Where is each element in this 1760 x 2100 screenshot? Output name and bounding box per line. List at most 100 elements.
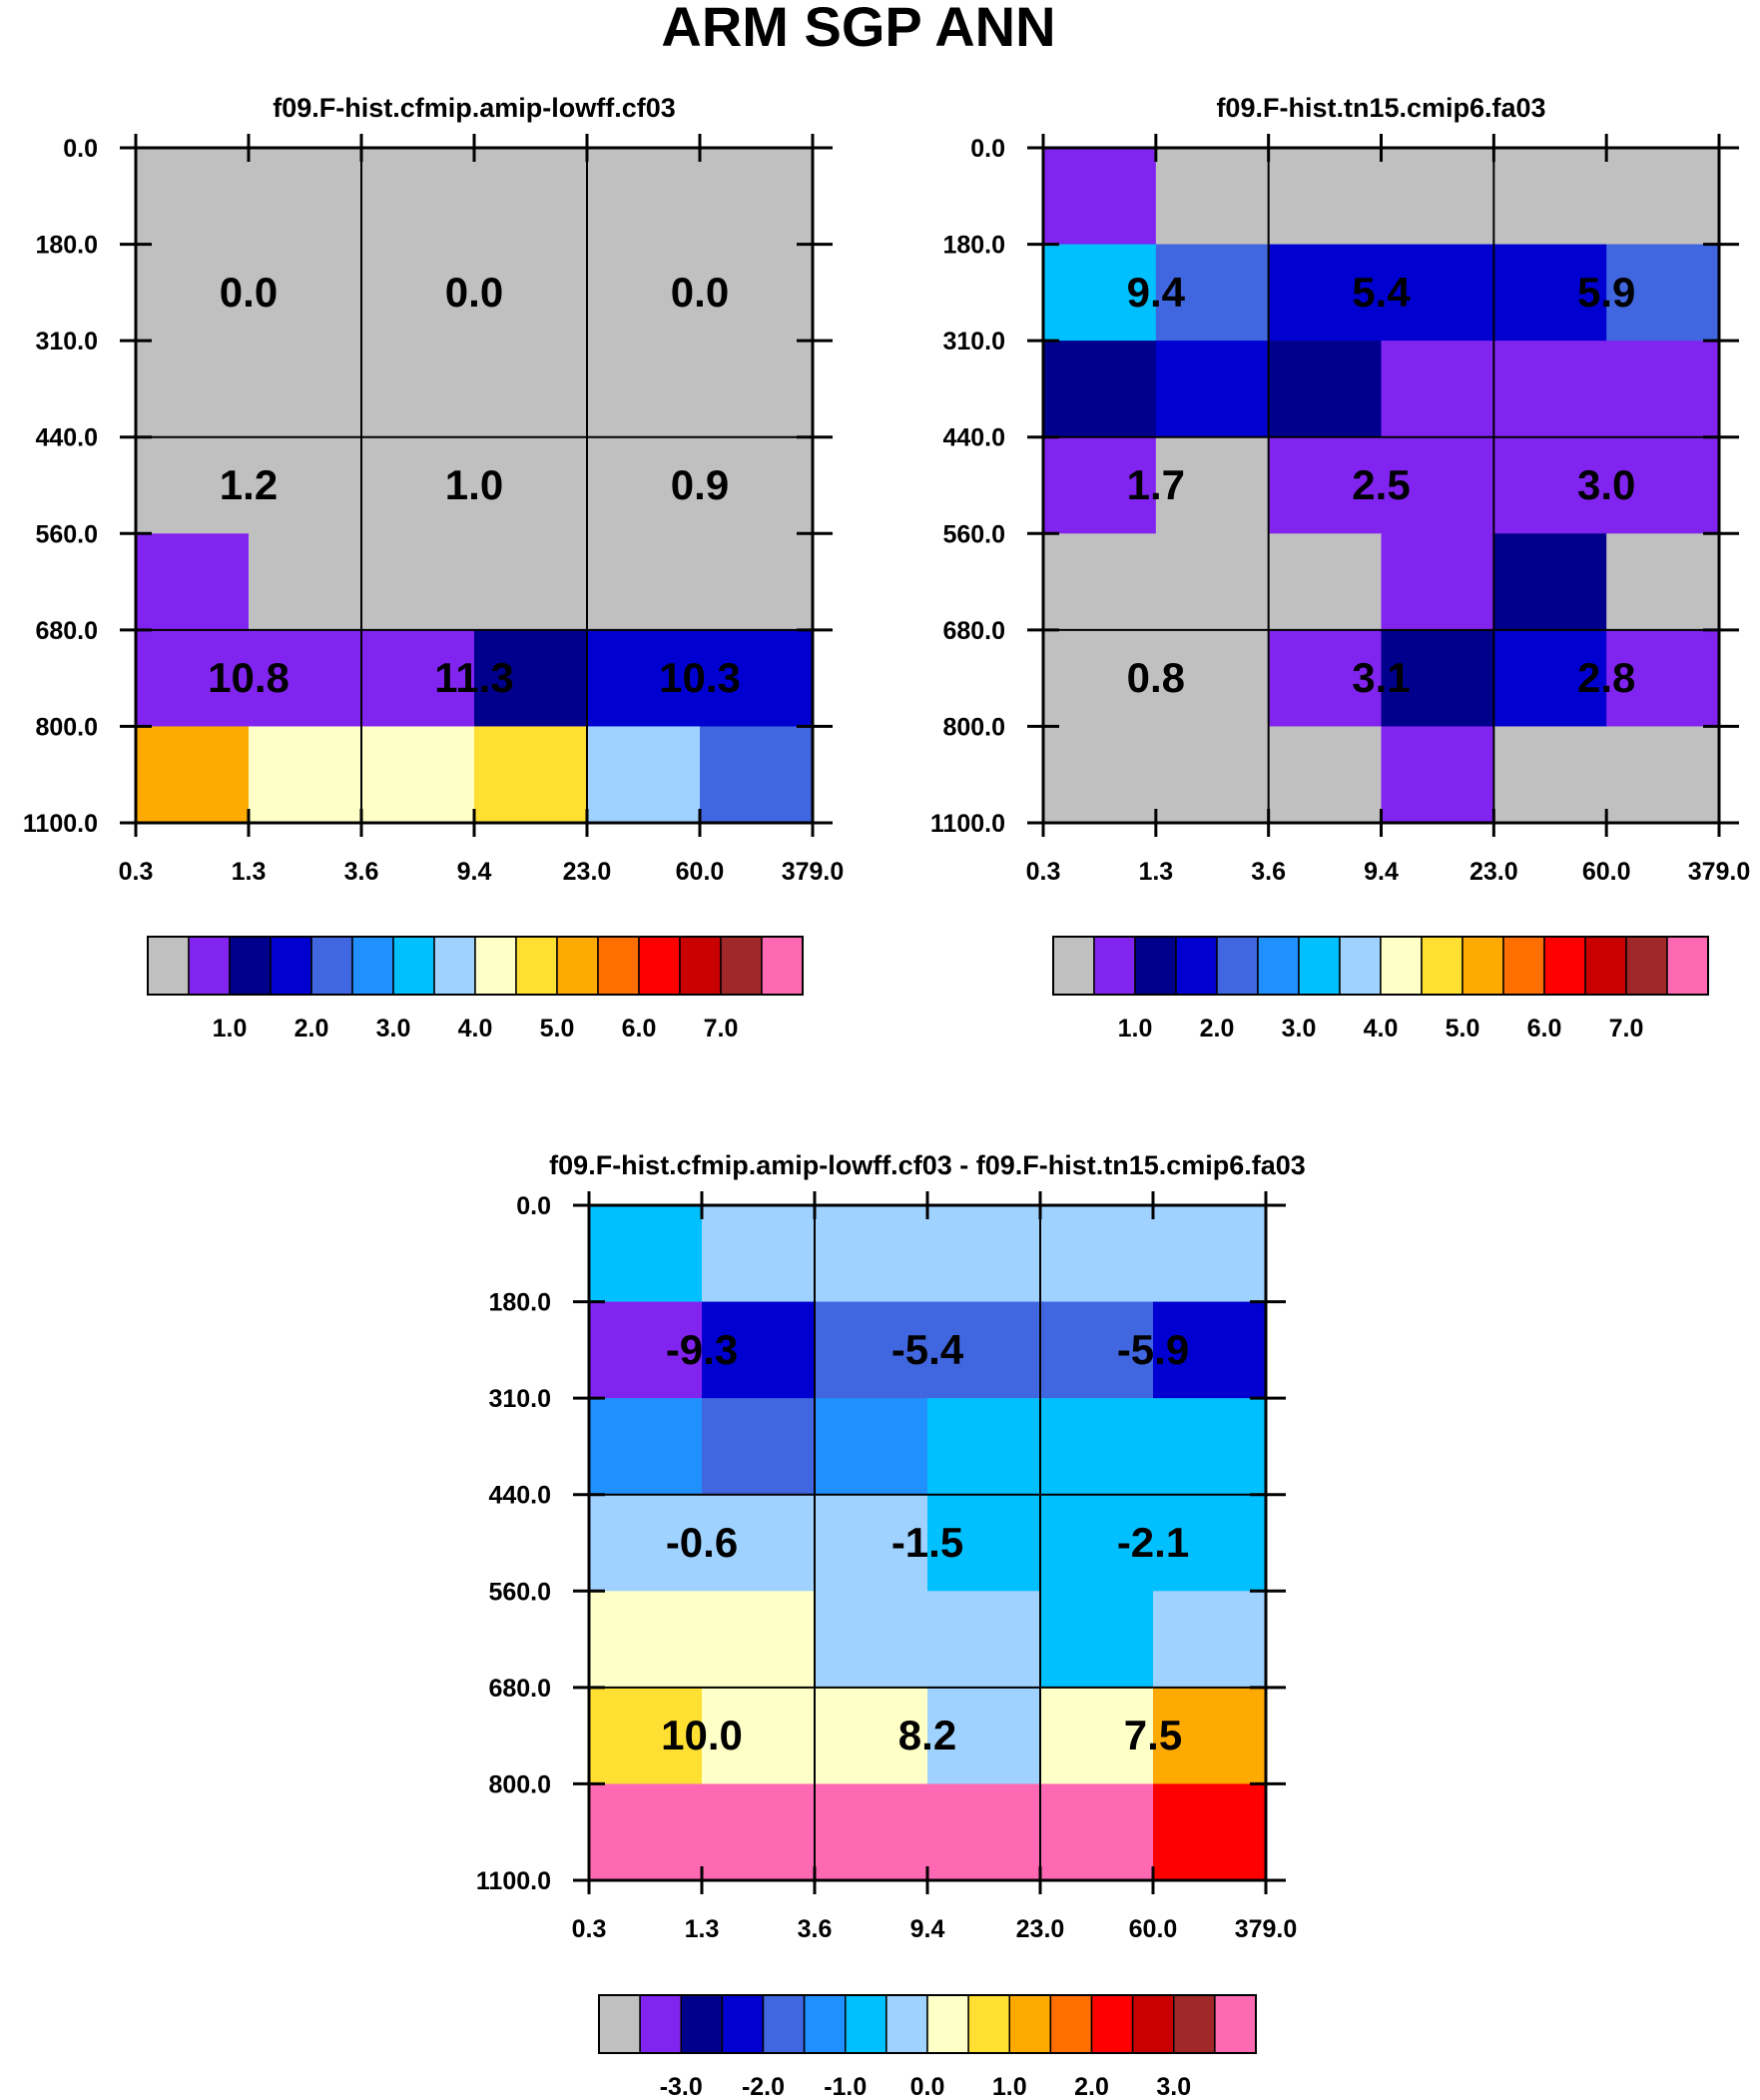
colorbar-swatch xyxy=(1090,1994,1134,2054)
colorbar-swatch xyxy=(188,936,231,996)
heatmap-cell xyxy=(700,436,814,534)
colorbar-swatch xyxy=(1298,936,1341,996)
heatmap-cell xyxy=(702,1687,816,1785)
colorbar-swatch xyxy=(1380,936,1423,996)
heatmap-cell xyxy=(1155,244,1270,342)
colorbar-label: 3.0 xyxy=(376,1015,411,1043)
heatmap-cell xyxy=(136,436,250,534)
heatmap-cell xyxy=(927,1494,1041,1592)
y-tick-label: 0.0 xyxy=(63,135,98,163)
cell-value-label: -9.3 xyxy=(666,1326,738,1373)
y-tick-label: 680.0 xyxy=(488,1675,551,1703)
x-tick-label: 3.6 xyxy=(798,1915,833,1943)
heatmap-cell xyxy=(587,629,701,728)
colorbar-swatch xyxy=(515,936,558,996)
heatmap-cell xyxy=(1268,726,1383,824)
colorbar-label: 2.0 xyxy=(294,1015,329,1043)
heatmap-cell xyxy=(361,148,475,246)
heatmap-cell xyxy=(249,341,362,438)
colorbar-swatch xyxy=(1134,936,1177,996)
colorbar-swatch xyxy=(803,1994,847,2054)
colorbar-swatch xyxy=(845,1994,887,2054)
heatmap-cell xyxy=(136,341,250,438)
colorbar-swatch xyxy=(556,936,599,996)
colorbar-swatch xyxy=(1257,936,1300,996)
heatmap-cell xyxy=(136,244,250,342)
colorbar-swatch xyxy=(310,936,353,996)
x-tick-label: 379.0 xyxy=(1235,1915,1298,1943)
figure-title: ARM SGP ANN xyxy=(661,0,1055,58)
heatmap-cell xyxy=(136,629,250,728)
y-tick-label: 180.0 xyxy=(942,232,1005,260)
y-tick-label: 440.0 xyxy=(942,424,1005,452)
heatmap-cell xyxy=(1155,436,1270,534)
cell-value-label: -1.5 xyxy=(891,1519,963,1566)
heatmap-cell xyxy=(1381,244,1494,342)
heatmap-cell xyxy=(587,244,701,342)
x-tick-label: 9.4 xyxy=(1364,858,1399,886)
colorbar-swatch xyxy=(1625,936,1668,996)
heatmap-cell xyxy=(1040,1205,1154,1303)
x-tick-label: 0.3 xyxy=(119,858,154,886)
colorbar-swatch xyxy=(761,936,804,996)
heatmap-cell xyxy=(361,341,475,438)
cell-value-label: 0.0 xyxy=(671,269,729,316)
cell-value-label: 9.4 xyxy=(1127,269,1186,316)
heatmap-cell xyxy=(474,148,588,246)
x-tick-label: 9.4 xyxy=(910,1915,945,1943)
heatmap-cell xyxy=(249,629,362,728)
x-tick-label: 60.0 xyxy=(1582,858,1631,886)
heatmap-cell xyxy=(927,1301,1041,1399)
colorbar-swatch xyxy=(720,936,763,996)
heatmap-cell xyxy=(587,726,701,824)
heatmap-cell xyxy=(1155,148,1270,246)
heatmap-cell xyxy=(815,1301,928,1399)
cell-value-label: 10.3 xyxy=(659,654,741,701)
heatmap-cell xyxy=(1268,436,1383,534)
heatmap-cell xyxy=(1153,1494,1267,1592)
panel-difference: f09.F-hist.cfmip.amip-lowff.cf03 - f09.F… xyxy=(476,1150,1306,2100)
x-tick-label: 0.3 xyxy=(1026,858,1061,886)
heatmap-cell xyxy=(702,1301,816,1399)
heatmap-cell xyxy=(1153,1783,1267,1881)
heatmap-cell xyxy=(1040,1783,1154,1881)
colorbar-swatch xyxy=(1462,936,1504,996)
colorbar-swatch xyxy=(721,1994,765,2054)
colorbar-swatch xyxy=(1502,936,1545,996)
colorbar-swatch xyxy=(597,936,640,996)
heatmap-cell xyxy=(249,436,362,534)
y-tick-label: 800.0 xyxy=(488,1770,551,1798)
cell-value-label: 1.0 xyxy=(445,461,503,508)
heatmap-cell xyxy=(1606,533,1720,631)
heatmap-cell xyxy=(1493,341,1607,438)
y-tick-label: 310.0 xyxy=(35,328,98,355)
x-tick-label: 1.3 xyxy=(685,1915,720,1943)
y-tick-label: 680.0 xyxy=(35,617,98,645)
heatmap-cell xyxy=(1493,244,1607,342)
heatmap-cell xyxy=(927,1687,1041,1785)
heatmap-cell xyxy=(474,341,588,438)
panel-title: f09.F-hist.cfmip.amip-lowff.cf03 xyxy=(273,93,676,123)
heatmap-cell xyxy=(1493,726,1607,824)
colorbar-swatch xyxy=(1339,936,1382,996)
colorbar-label: -2.0 xyxy=(742,2073,785,2100)
heatmap-cell xyxy=(1493,436,1607,534)
colorbar-label: 2.0 xyxy=(1074,2073,1109,2100)
heatmap-cell xyxy=(1381,533,1494,631)
heatmap-cell xyxy=(1153,1591,1267,1689)
heatmap-cell xyxy=(1155,726,1270,824)
colorbar-label: 1.0 xyxy=(213,1015,248,1043)
heatmap-cell xyxy=(589,1687,703,1785)
cell-value-label: 7.5 xyxy=(1124,1712,1182,1758)
heatmap-cell xyxy=(700,533,814,631)
colorbar-swatch xyxy=(638,936,681,996)
cell-value-label: 0.9 xyxy=(671,461,729,508)
colorbar-label: -3.0 xyxy=(660,2073,703,2100)
heatmap-cell xyxy=(474,244,588,342)
heatmap-cell xyxy=(1268,341,1383,438)
heatmap-cell xyxy=(1381,629,1494,728)
cell-value-label: -2.1 xyxy=(1117,1519,1189,1566)
y-tick-label: 800.0 xyxy=(942,713,1005,741)
colorbar-swatch xyxy=(1666,936,1709,996)
x-tick-label: 379.0 xyxy=(1688,858,1751,886)
